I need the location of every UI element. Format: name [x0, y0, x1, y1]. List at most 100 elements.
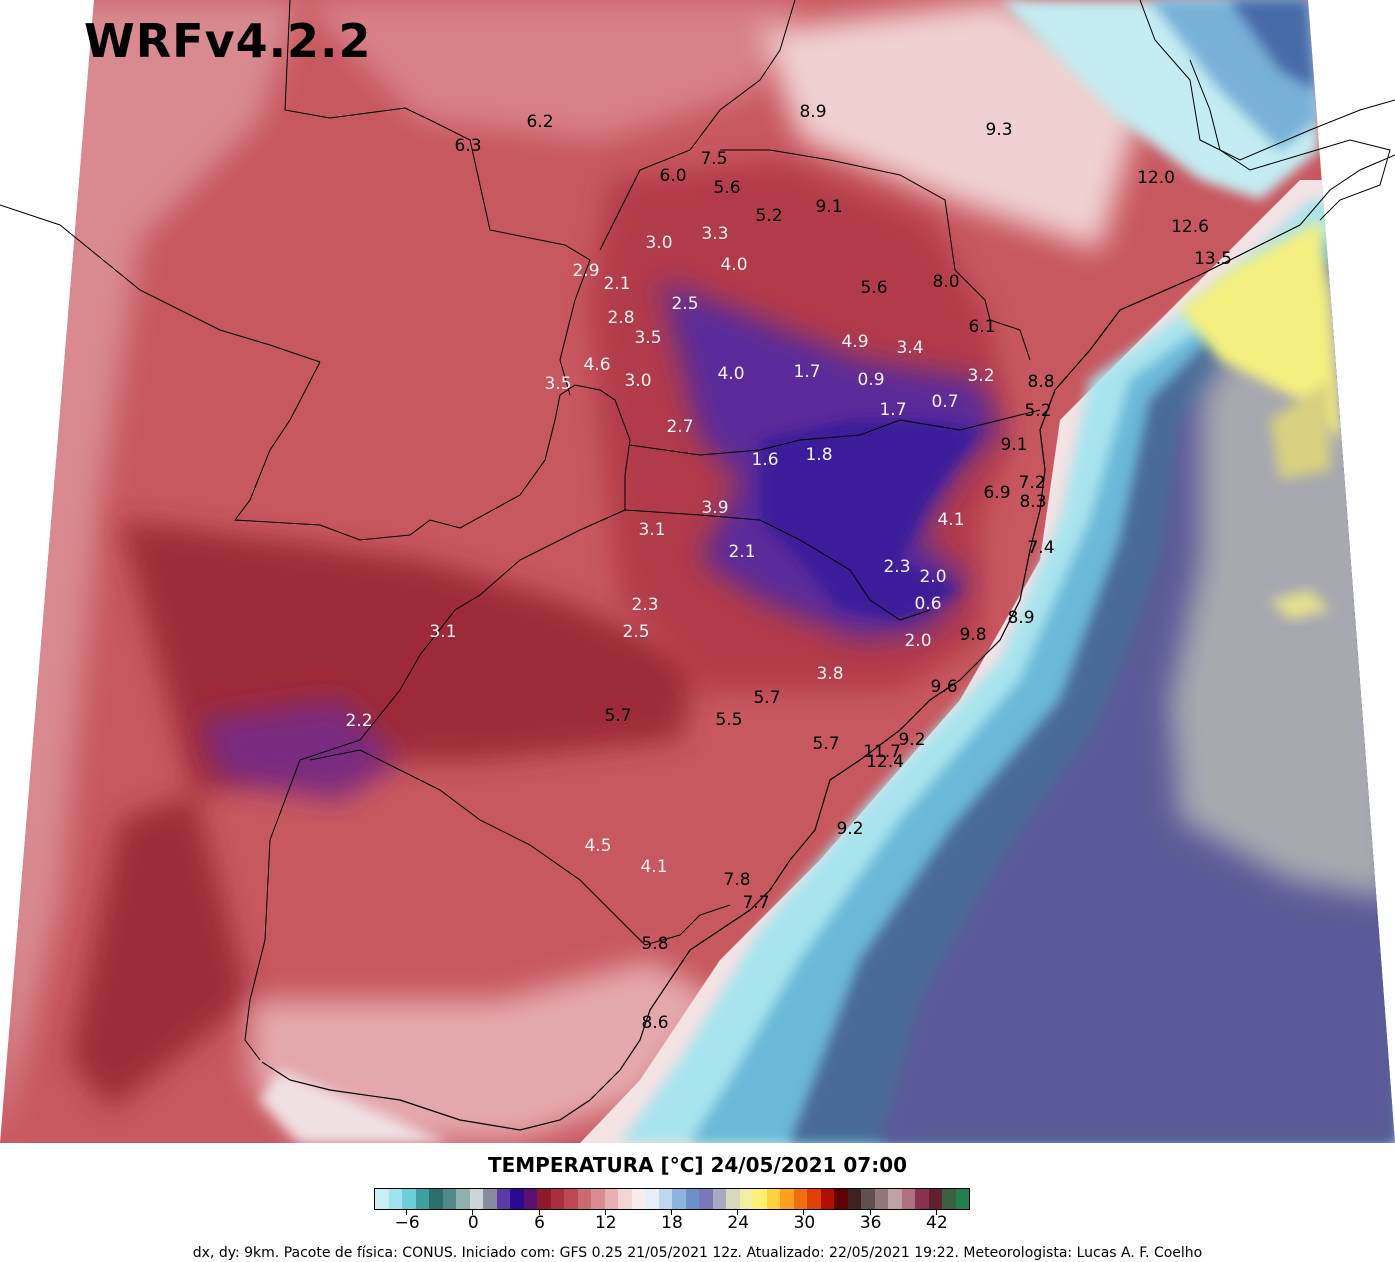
colorbar-swatch — [577, 1189, 591, 1209]
colorbar-swatch — [901, 1189, 915, 1209]
colorbar-tick-label: 12 — [576, 1210, 636, 1233]
station-value-label: 4.5 — [584, 836, 611, 856]
colorbar-tick-label: 18 — [642, 1210, 702, 1233]
colorbar-swatch — [631, 1189, 645, 1209]
colorbar-title: TEMPERATURA [°C] 24/05/2021 07:00 — [487, 1153, 908, 1177]
colorbar-swatch — [942, 1189, 956, 1209]
station-value-label: 9.1 — [815, 197, 842, 217]
station-value-label: 0.9 — [857, 370, 884, 390]
station-value-label: 6.0 — [659, 166, 686, 186]
colorbar-tick-label: 42 — [907, 1210, 967, 1233]
colorbar-swatch — [415, 1189, 429, 1209]
station-labels: 6.2 6.3 8.9 9.3 7.5 6.0 5.6 5.2 9.1 12.0 12.6 13.5 3… — [345, 102, 1231, 1033]
station-value-label: 8.9 — [1007, 608, 1034, 628]
station-value-label: 5.2 — [1024, 401, 1051, 421]
colorbar-swatch — [645, 1189, 659, 1209]
colorbar-swatch — [402, 1189, 416, 1209]
station-value-label: 6.2 — [526, 112, 553, 132]
station-value-label: 8.6 — [641, 1013, 668, 1033]
colorbar-swatch — [726, 1189, 740, 1209]
colorbar-swatch — [753, 1189, 767, 1209]
colorbar-swatch — [699, 1189, 713, 1209]
station-value-label: 7.5 — [700, 149, 727, 169]
colorbar-swatch — [928, 1189, 942, 1209]
colorbar-swatch — [523, 1189, 537, 1209]
station-value-label: 13.5 — [1194, 249, 1232, 269]
colorbar-swatch — [469, 1189, 483, 1209]
station-value-label: 7.7 — [742, 893, 769, 913]
colorbar-swatch — [807, 1189, 821, 1209]
station-value-label: 2.8 — [607, 308, 634, 328]
station-value-label: 2.7 — [666, 417, 693, 437]
station-value-label: 3.5 — [634, 328, 661, 348]
station-value-label: 3.4 — [896, 338, 923, 358]
station-value-label: 9.8 — [959, 625, 986, 645]
colorbar-swatch — [712, 1189, 726, 1209]
station-value-label: 2.1 — [728, 542, 755, 562]
colorbar-tick-label: 36 — [841, 1210, 901, 1233]
station-value-label: 5.7 — [604, 706, 631, 726]
station-value-label: 9.6 — [930, 677, 957, 697]
station-value-label: 3.2 — [967, 366, 994, 386]
station-value-label: 4.0 — [717, 364, 744, 384]
station-value-label: 2.0 — [904, 631, 931, 651]
station-value-label: 4.1 — [937, 510, 964, 530]
station-value-label: 0.6 — [914, 594, 941, 614]
colorbar-swatch — [456, 1189, 470, 1209]
station-value-label: 4.1 — [640, 857, 667, 877]
station-value-label: 5.6 — [713, 178, 740, 198]
station-value-label: 4.9 — [841, 332, 868, 352]
station-value-label: 3.0 — [624, 371, 651, 391]
station-value-label: 2.5 — [671, 294, 698, 314]
station-value-label: 2.0 — [919, 567, 946, 587]
colorbar-swatch — [793, 1189, 807, 1209]
station-value-label: 8.3 — [1019, 492, 1046, 512]
temperature-map: 6.2 6.3 8.9 9.3 7.5 6.0 5.6 5.2 9.1 12.0 12.6 13.5 3… — [0, 0, 1395, 1143]
station-value-label: 1.7 — [879, 400, 906, 420]
model-title: WRFv4.2.2 — [84, 14, 372, 68]
colorbar-swatch — [564, 1189, 578, 1209]
station-value-label: 6.9 — [983, 483, 1010, 503]
coastline — [261, 224, 1301, 1131]
station-value-label: 5.7 — [753, 688, 780, 708]
colorbar-ticks: −6 0 6 12 18 24 30 36 42 — [374, 1210, 970, 1240]
station-value-label: 3.1 — [429, 622, 456, 642]
colorbar-swatch — [888, 1189, 902, 1209]
colorbar-swatch — [834, 1189, 848, 1209]
station-value-label: 3.5 — [544, 374, 571, 394]
colorbar-swatch — [874, 1189, 888, 1209]
colorbar-swatch — [847, 1189, 861, 1209]
station-value-label: 12.6 — [1171, 217, 1209, 237]
colorbar-swatch — [388, 1189, 402, 1209]
colorbar-swatch — [780, 1189, 794, 1209]
colorbar-swatch — [955, 1189, 969, 1209]
station-value-label: 8.9 — [799, 102, 826, 122]
colorbar-swatch — [685, 1189, 699, 1209]
station-value-label: 11.7 — [863, 742, 901, 762]
station-value-label: 5.8 — [641, 934, 668, 954]
colorbar-swatch — [604, 1189, 618, 1209]
station-value-label: 2.9 — [572, 261, 599, 281]
colorbar-swatch — [739, 1189, 753, 1209]
footer-credits: dx, dy: 9km. Pacote de física: CONUS. In… — [192, 1245, 1203, 1261]
station-value-label: 4.0 — [720, 255, 747, 275]
colorbar-swatch — [375, 1189, 389, 1209]
station-value-label: 0.7 — [931, 392, 958, 412]
station-value-label: 5.5 — [715, 710, 742, 730]
borders — [0, 0, 1395, 1061]
station-value-label: 5.7 — [812, 734, 839, 754]
station-value-label: 7.2 — [1018, 473, 1045, 493]
colorbar-tick-label: 30 — [774, 1210, 834, 1233]
station-value-label: 2.5 — [622, 622, 649, 642]
colorbar-tick-label: −6 — [377, 1210, 437, 1233]
station-value-label: 9.2 — [898, 730, 925, 750]
station-value-label: 3.3 — [701, 224, 728, 244]
colorbar-tick-label: 0 — [443, 1210, 503, 1233]
station-value-label: 2.3 — [631, 595, 658, 615]
colorbar-swatch — [550, 1189, 564, 1209]
station-value-label: 6.3 — [454, 136, 481, 156]
colorbar-swatch — [861, 1189, 875, 1209]
colorbar-swatch — [442, 1189, 456, 1209]
station-value-label: 8.8 — [1027, 372, 1054, 392]
station-value-label: 6.1 — [968, 317, 995, 337]
